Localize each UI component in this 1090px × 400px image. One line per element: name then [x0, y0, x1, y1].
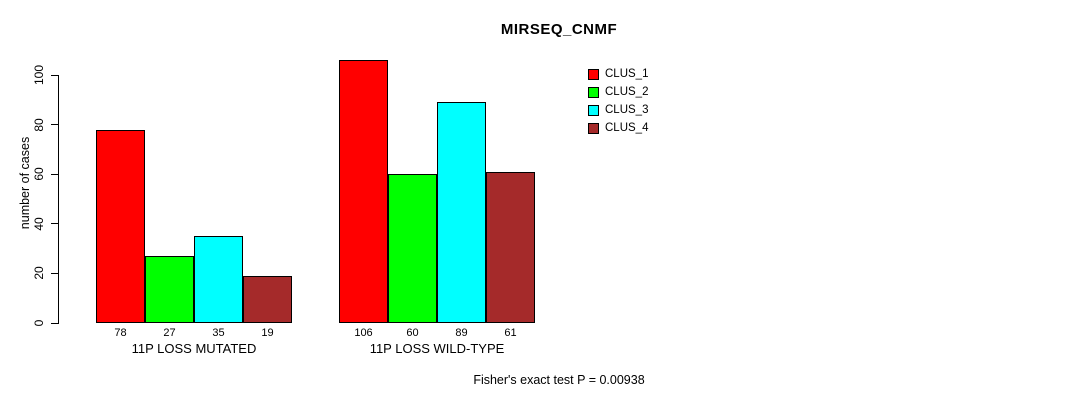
y-tick-label-100: 100	[32, 64, 46, 86]
bar-value-label: 78	[114, 327, 127, 339]
y-tick-label-0: 0	[32, 319, 46, 327]
bar-clus_3-group1	[194, 236, 243, 323]
bar-clus_2-group1	[145, 256, 194, 323]
y-tick-label-80: 80	[32, 117, 46, 132]
legend-item-clus_4: CLUS_4	[588, 119, 648, 137]
bar-clus_3-group2	[437, 102, 486, 323]
y-tick-0	[51, 322, 58, 324]
bar-clus_4-group1	[243, 275, 292, 323]
bar-value-label: 19	[261, 327, 274, 339]
bar-clus_2-group2	[388, 174, 437, 323]
legend-swatch-clus_1	[588, 68, 599, 80]
legend-swatch-clus_3	[588, 104, 599, 116]
bar-value-label: 60	[406, 327, 419, 339]
legend-label: CLUS_1	[605, 68, 649, 80]
legend-swatch-clus_2	[588, 86, 599, 98]
y-tick-40	[51, 223, 58, 225]
y-tick-label-60: 60	[32, 167, 46, 181]
group-label-1: 11P LOSS MUTATED	[131, 341, 257, 356]
legend-item-clus_3: CLUS_3	[588, 101, 648, 119]
legend-label: CLUS_2	[605, 86, 649, 98]
fisher-test-caption: Fisher's exact test P = 0.00938	[473, 373, 645, 387]
legend-item-clus_1: CLUS_1	[588, 65, 648, 83]
bar-value-label: 89	[455, 327, 468, 339]
legend-label: CLUS_4	[605, 122, 649, 134]
legend-label: CLUS_3	[605, 104, 649, 116]
y-tick-label-40: 40	[32, 217, 46, 231]
y-axis-line	[58, 75, 59, 324]
bar-clus_1-group1	[96, 129, 145, 323]
y-tick-label-20: 20	[32, 266, 46, 281]
legend: CLUS_1 CLUS_2 CLUS_3 CLUS_4	[588, 65, 648, 137]
bar-value-label: 106	[354, 327, 373, 339]
bar-value-label: 61	[504, 327, 517, 339]
y-tick-20	[51, 272, 58, 274]
y-tick-100	[51, 74, 58, 76]
y-tick-80	[51, 124, 58, 126]
bar-value-label: 35	[212, 327, 225, 339]
y-axis-label: number of cases	[18, 136, 32, 230]
bar-value-label: 27	[163, 327, 176, 339]
bar-clus_4-group2	[486, 171, 535, 323]
chart-title: MIRSEQ_CNMF	[500, 21, 618, 38]
y-tick-60	[51, 173, 58, 175]
legend-swatch-clus_4	[588, 122, 599, 134]
bar-clus_1-group2	[339, 60, 388, 323]
group-label-2: 11P LOSS WILD-TYPE	[369, 341, 505, 356]
legend-item-clus_2: CLUS_2	[588, 83, 648, 101]
